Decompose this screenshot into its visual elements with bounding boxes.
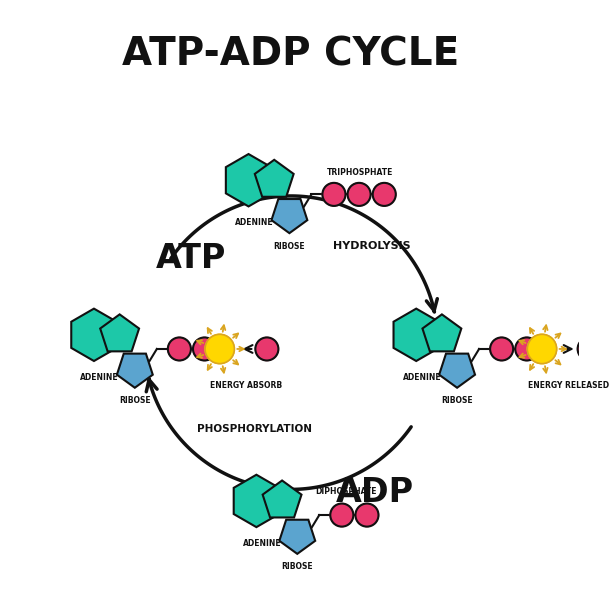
Text: PHOSPHORYLATION: PHOSPHORYLATION (197, 424, 312, 434)
Polygon shape (394, 308, 439, 361)
Text: RIBOSE: RIBOSE (282, 562, 313, 571)
Circle shape (373, 183, 396, 206)
Circle shape (356, 504, 378, 526)
Circle shape (330, 504, 353, 526)
Text: HYDROLYSIS: HYDROLYSIS (334, 241, 411, 251)
Polygon shape (117, 354, 153, 388)
Polygon shape (71, 308, 117, 361)
Circle shape (323, 183, 346, 206)
Text: ADENINE: ADENINE (403, 373, 441, 381)
Text: ATP: ATP (156, 242, 226, 275)
Text: RIBOSE: RIBOSE (274, 242, 305, 250)
Polygon shape (100, 315, 139, 351)
Text: ADENINE: ADENINE (235, 218, 274, 227)
Text: DIPHOSPHATE: DIPHOSPHATE (315, 487, 377, 496)
Circle shape (168, 337, 191, 360)
Text: RIBOSE: RIBOSE (119, 396, 151, 405)
Polygon shape (439, 354, 475, 388)
Polygon shape (255, 160, 294, 197)
Text: ADENINE: ADENINE (243, 539, 282, 548)
Polygon shape (279, 520, 315, 554)
Text: TRIPHOSPHATE: TRIPHOSPHATE (327, 168, 394, 177)
Circle shape (490, 337, 513, 360)
Text: ADENINE: ADENINE (80, 373, 119, 381)
Text: ENERGY RELEASED: ENERGY RELEASED (528, 381, 609, 390)
Polygon shape (422, 315, 461, 351)
Polygon shape (272, 199, 307, 233)
Circle shape (205, 334, 234, 364)
Polygon shape (226, 154, 271, 206)
Text: ATP-ADP CYCLE: ATP-ADP CYCLE (122, 35, 460, 73)
Circle shape (193, 337, 216, 360)
Circle shape (578, 337, 600, 360)
Polygon shape (263, 480, 302, 518)
Circle shape (515, 337, 539, 360)
Text: ENERGY ABSORB: ENERGY ABSORB (210, 381, 282, 390)
Circle shape (255, 337, 278, 360)
Circle shape (528, 334, 557, 364)
Polygon shape (234, 475, 279, 527)
Text: ADP: ADP (336, 476, 414, 509)
Circle shape (348, 183, 371, 206)
Text: RIBOSE: RIBOSE (441, 396, 473, 405)
